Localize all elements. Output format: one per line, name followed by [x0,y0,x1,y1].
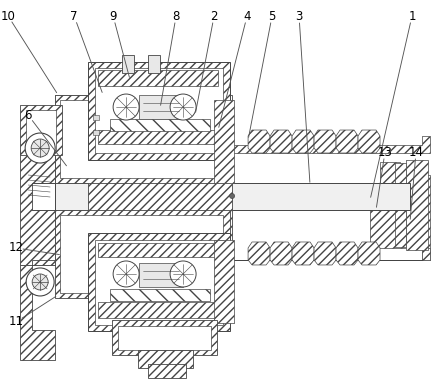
Polygon shape [55,95,232,260]
Bar [98,243,218,257]
Bar [110,119,210,131]
Text: 7: 7 [70,9,78,23]
Bar [55,95,230,183]
Bar [93,115,99,120]
Bar [406,160,428,250]
Polygon shape [292,130,314,153]
Bar [55,210,230,298]
Polygon shape [248,130,270,153]
Bar [148,55,160,73]
Bar [20,105,62,155]
Polygon shape [336,242,358,265]
Bar [214,240,234,323]
Circle shape [170,94,196,120]
Bar [98,70,218,86]
Text: 4: 4 [243,9,251,23]
Polygon shape [248,242,270,265]
Bar [118,326,211,350]
Bar [26,110,56,150]
Text: 1: 1 [408,9,416,23]
Bar [219,115,225,120]
Text: 12: 12 [9,242,23,255]
Circle shape [25,133,55,163]
Text: 5: 5 [268,9,276,23]
Circle shape [31,139,49,157]
Polygon shape [225,136,430,153]
Polygon shape [225,136,430,260]
Bar [93,130,99,135]
Bar [148,364,186,378]
Polygon shape [292,242,314,265]
Polygon shape [358,242,380,265]
Polygon shape [358,130,380,153]
Text: 6: 6 [24,109,32,122]
Bar [219,130,225,135]
Polygon shape [20,260,55,360]
Bar [138,350,193,368]
Circle shape [170,261,196,287]
Circle shape [26,268,54,296]
Bar [98,302,218,318]
Bar [60,215,223,293]
Polygon shape [225,248,430,260]
Text: 2: 2 [210,9,218,23]
Bar [110,289,210,301]
Bar [95,68,223,153]
Bar [395,163,406,247]
Polygon shape [314,242,336,265]
Text: 14: 14 [408,145,424,158]
Circle shape [113,94,139,120]
Bar [214,100,234,183]
Text: 10: 10 [1,9,16,23]
Bar [60,100,223,178]
Text: 8: 8 [172,9,180,23]
Circle shape [32,274,48,290]
Bar [112,320,217,355]
Circle shape [113,261,139,287]
Bar [55,183,410,210]
Bar [98,130,218,144]
Polygon shape [336,130,358,153]
Text: 3: 3 [295,9,303,23]
Text: 13: 13 [377,145,392,158]
Bar [88,233,230,331]
Bar [139,263,183,287]
Bar [95,240,223,325]
Polygon shape [20,150,55,265]
Bar [88,62,230,160]
Polygon shape [270,242,292,265]
Text: 9: 9 [109,9,117,23]
Circle shape [229,194,235,199]
Polygon shape [270,130,292,153]
Text: 11: 11 [9,316,23,328]
Bar [122,55,134,73]
Polygon shape [314,130,336,153]
Bar [139,95,183,119]
